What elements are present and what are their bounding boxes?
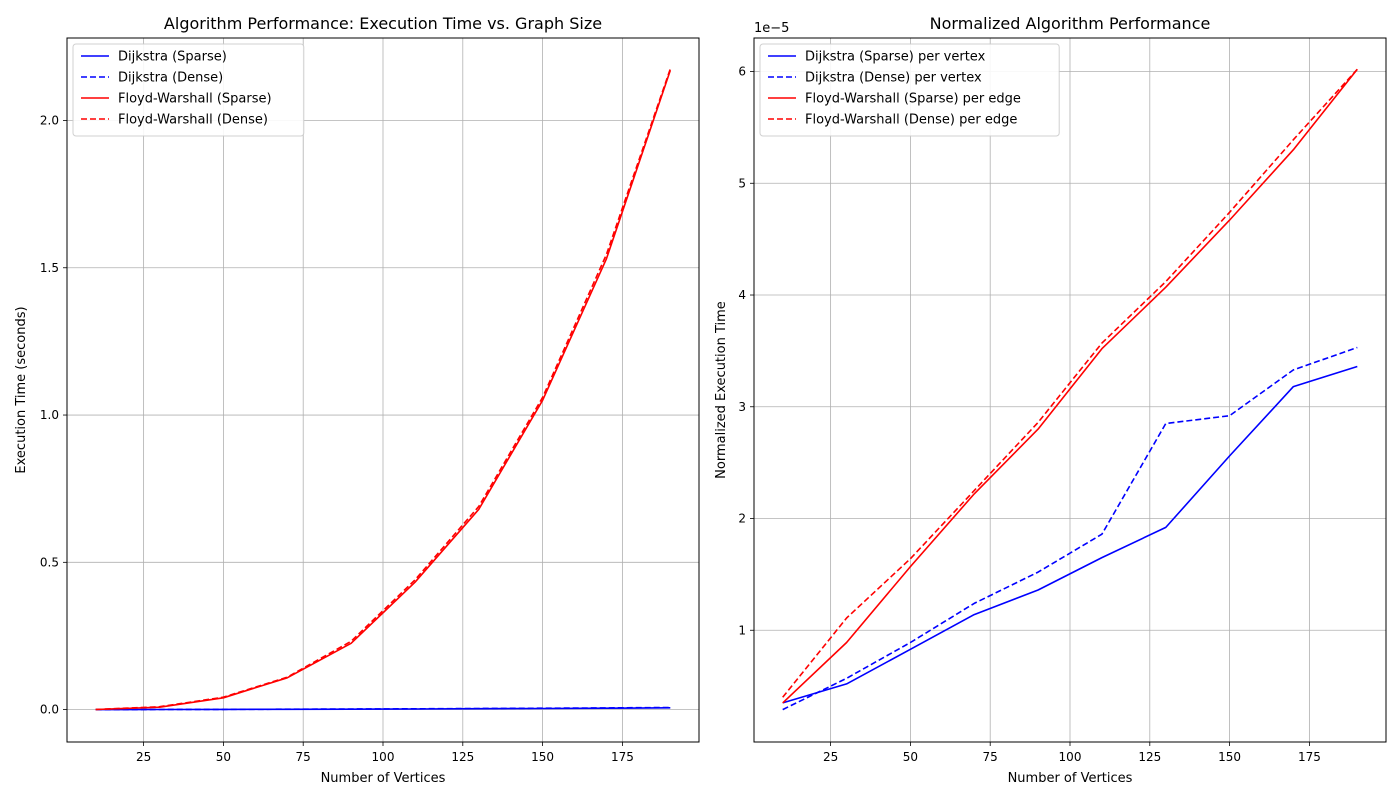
x-tick-label: 75 [983, 750, 998, 764]
y-tick-label: 1.5 [40, 261, 59, 275]
series-line-3 [95, 70, 672, 711]
y-tick-label: 2 [738, 512, 746, 526]
y-tick-label: 1 [738, 623, 746, 637]
legend-entry-label: Dijkstra (Sparse) [118, 50, 227, 65]
series-line-1 [782, 365, 1358, 704]
y-tick-label: 2.0 [40, 113, 59, 127]
x-tick-label: 175 [611, 750, 634, 764]
y-tick-label: 3 [738, 400, 746, 414]
x-tick-label: 50 [216, 750, 231, 764]
legend-entry-label: Floyd-Warshall (Sparse) per edge [805, 92, 1021, 107]
right-chart-panel: 25 50 75 100 125 150 175 1 2 3 4 5 6 Normalized Algo… [714, 14, 1387, 786]
legend-entry-label: Floyd-Warshall (Dense) [118, 113, 268, 128]
x-tick-label: 100 [1059, 750, 1082, 764]
legend-entry-label: Dijkstra (Dense) [118, 71, 223, 86]
left-chart-series [95, 68, 672, 711]
series-line-4 [782, 68, 1358, 698]
series-line-2 [95, 706, 671, 711]
x-tick-label: 25 [823, 750, 838, 764]
left-chart-y-axis-label: Execution Time (seconds) [14, 306, 29, 473]
series-line-4 [95, 68, 672, 711]
y-tick-label: 6 [738, 65, 746, 79]
left-chart-title: Algorithm Performance: Execution Time vs… [164, 14, 602, 33]
legend-entry-label: Floyd-Warshall (Dense) per edge [805, 113, 1017, 128]
x-tick-label: 125 [1138, 750, 1161, 764]
legend-box [759, 43, 1060, 137]
legend-box [72, 43, 305, 137]
y-tick-label: 1.0 [40, 408, 59, 422]
right-chart-y-axis-label: Normalized Execution Time [714, 301, 729, 479]
left-chart-x-axis-label: Number of Vertices [321, 771, 446, 786]
y-tick-label: 0.5 [40, 555, 59, 569]
left-chart-panel: 25 50 75 100 125 150 175 0.0 0.5 1.0 1.5 2.0 Algori… [14, 14, 700, 786]
right-chart-series [782, 68, 1358, 711]
left-chart-ticks: 25 50 75 100 125 150 175 0.0 0.5 1.0 1.5 2.0 [40, 113, 634, 764]
right-chart-grid [754, 38, 1386, 742]
x-tick-label: 150 [531, 750, 554, 764]
y-tick-label: 4 [738, 288, 746, 302]
series-line-3 [782, 68, 1358, 704]
x-tick-label: 25 [136, 750, 151, 764]
left-chart-legend: Dijkstra (Sparse) Dijkstra (Dense) Floyd-W… [72, 43, 305, 137]
series-line-2 [782, 346, 1358, 711]
x-tick-label: 100 [372, 750, 395, 764]
x-tick-label: 175 [1298, 750, 1321, 764]
y-tick-label: 5 [738, 176, 746, 190]
x-tick-label: 150 [1218, 750, 1241, 764]
x-tick-label: 125 [451, 750, 474, 764]
x-tick-label: 50 [903, 750, 918, 764]
right-chart-legend: Dijkstra (Sparse) per vertex Dijkstra (De… [759, 43, 1060, 137]
right-chart-ticks: 25 50 75 100 125 150 175 1 2 3 4 5 6 [738, 65, 1320, 764]
legend-entry-label: Dijkstra (Sparse) per vertex [805, 50, 986, 65]
y-tick-label: 0.0 [40, 703, 59, 717]
right-chart-title: Normalized Algorithm Performance [930, 14, 1211, 33]
x-tick-label: 75 [296, 750, 311, 764]
right-chart-x-axis-label: Number of Vertices [1008, 771, 1133, 786]
right-chart-y-offset-label: 1e−5 [754, 21, 789, 36]
legend-entry-label: Dijkstra (Dense) per vertex [805, 71, 982, 86]
legend-entry-label: Floyd-Warshall (Sparse) [118, 92, 272, 107]
